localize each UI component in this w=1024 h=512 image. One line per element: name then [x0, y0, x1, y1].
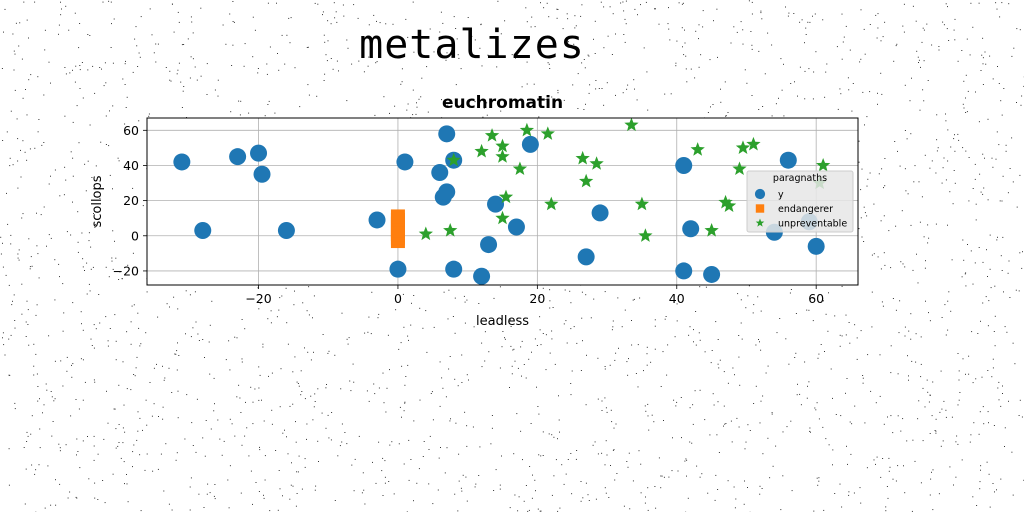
- point-y: [438, 183, 456, 201]
- point-y: [675, 262, 693, 280]
- point-y: [487, 195, 505, 213]
- y-tick-label: 60: [123, 123, 139, 138]
- point-unpreventable: [495, 149, 510, 163]
- point-unpreventable: [690, 142, 705, 156]
- point-y: [438, 125, 456, 143]
- chart-title: euchromatin: [442, 93, 563, 113]
- x-tick-label: 20: [529, 291, 545, 306]
- point-y: [682, 220, 700, 238]
- x-tick-label: 60: [808, 291, 824, 306]
- y-tick-label: 40: [123, 158, 139, 173]
- point-unpreventable: [704, 223, 719, 237]
- point-unpreventable: [418, 226, 433, 241]
- point-unpreventable: [735, 140, 751, 154]
- point-y: [194, 222, 212, 240]
- point-y: [703, 265, 721, 283]
- point-unpreventable: [498, 189, 514, 204]
- point-unpreventable: [579, 173, 594, 188]
- legend-label-endangerer: endangerer: [778, 204, 833, 215]
- point-unpreventable: [540, 126, 555, 140]
- point-unpreventable: [721, 198, 737, 212]
- point-y: [277, 222, 295, 240]
- legend-box: [746, 170, 854, 233]
- point-unpreventable: [484, 128, 500, 142]
- point-y: [389, 260, 407, 278]
- point-endangerer: [390, 209, 405, 224]
- point-unpreventable: [446, 152, 461, 167]
- point-unpreventable: [589, 156, 604, 170]
- legend: paragnaths y endangerer unpreventable: [746, 170, 854, 233]
- point-y: [675, 156, 693, 174]
- point-unpreventable: [634, 196, 650, 211]
- point-unpreventable: [544, 196, 559, 211]
- point-y: [229, 148, 247, 166]
- point-unpreventable: [519, 122, 535, 137]
- axes-frame: [146, 117, 859, 286]
- point-unpreventable: [816, 157, 831, 172]
- legend-marker-endangerer: [755, 204, 765, 213]
- point-y: [473, 267, 491, 285]
- legend-label-unpreventable: unpreventable: [778, 219, 847, 230]
- x-axis-label: leadless: [476, 314, 529, 329]
- point-y: [779, 151, 797, 169]
- y-tick-label: −20: [113, 263, 139, 278]
- x-tick-label: 40: [669, 291, 685, 306]
- point-unpreventable: [495, 210, 510, 225]
- legend-marker-unpreventable: [755, 218, 765, 227]
- legend-marker-y: [754, 188, 766, 200]
- point-y: [445, 260, 463, 278]
- point-y: [368, 211, 386, 229]
- point-y: [521, 135, 539, 153]
- point-y: [480, 236, 498, 254]
- point-unpreventable: [732, 161, 747, 176]
- y-axis-label: scollops: [90, 175, 105, 227]
- point-y: [591, 204, 609, 222]
- point-unpreventable: [575, 150, 590, 165]
- point-unpreventable: [474, 143, 489, 158]
- point-y: [253, 165, 271, 183]
- y-tick-label: 20: [123, 193, 139, 208]
- point-unpreventable: [718, 194, 733, 209]
- legend-title: paragnaths: [773, 173, 827, 184]
- point-y: [807, 237, 825, 255]
- point-unpreventable: [624, 118, 639, 132]
- data-points: [173, 118, 831, 285]
- y-tick-label: 0: [131, 228, 139, 243]
- point-y: [396, 153, 414, 171]
- legend-label-y: y: [778, 190, 784, 201]
- point-y: [173, 153, 191, 171]
- point-unpreventable: [638, 228, 653, 242]
- point-unpreventable: [512, 161, 528, 176]
- point-y: [507, 218, 525, 236]
- point-y: [577, 248, 595, 266]
- page-title: metalizes: [359, 22, 585, 68]
- x-tick-label: −20: [245, 291, 271, 306]
- point-y: [431, 163, 449, 181]
- point-y: [250, 144, 268, 162]
- point-unpreventable: [443, 223, 458, 237]
- point-unpreventable: [746, 136, 761, 151]
- point-unpreventable: [495, 138, 510, 153]
- x-tick-label: 0: [394, 291, 402, 306]
